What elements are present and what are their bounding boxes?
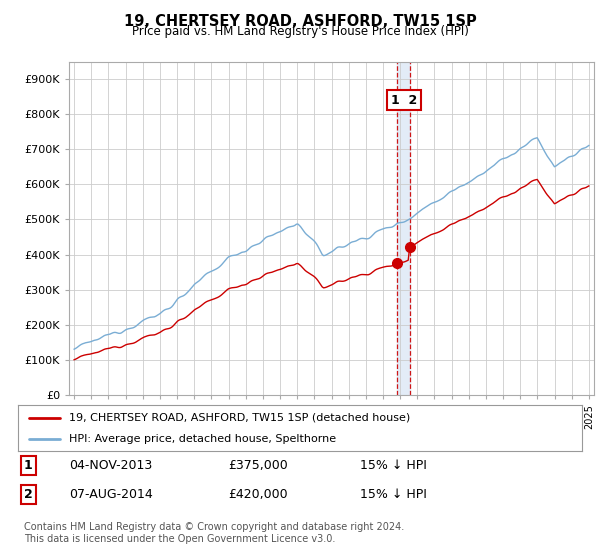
Bar [397, 62, 410, 395]
Text: HPI: Average price, detached house, Spelthorne: HPI: Average price, detached house, Spel… [69, 435, 336, 444]
Text: 04-NOV-2013: 04-NOV-2013 [69, 459, 152, 472]
Text: £420,000: £420,000 [228, 488, 287, 501]
Text: 15% ↓ HPI: 15% ↓ HPI [360, 459, 427, 472]
Text: 1  2: 1 2 [391, 94, 417, 107]
Text: 2: 2 [24, 488, 33, 501]
Text: £375,000: £375,000 [228, 459, 288, 472]
Text: Price paid vs. HM Land Registry's House Price Index (HPI): Price paid vs. HM Land Registry's House … [131, 25, 469, 38]
Text: 19, CHERTSEY ROAD, ASHFORD, TW15 1SP: 19, CHERTSEY ROAD, ASHFORD, TW15 1SP [124, 14, 476, 29]
Text: 1: 1 [24, 459, 33, 472]
Text: 19, CHERTSEY ROAD, ASHFORD, TW15 1SP (detached house): 19, CHERTSEY ROAD, ASHFORD, TW15 1SP (de… [69, 413, 410, 423]
Text: 07-AUG-2014: 07-AUG-2014 [69, 488, 153, 501]
Text: Contains HM Land Registry data © Crown copyright and database right 2024.
This d: Contains HM Land Registry data © Crown c… [24, 522, 404, 544]
Text: 15% ↓ HPI: 15% ↓ HPI [360, 488, 427, 501]
